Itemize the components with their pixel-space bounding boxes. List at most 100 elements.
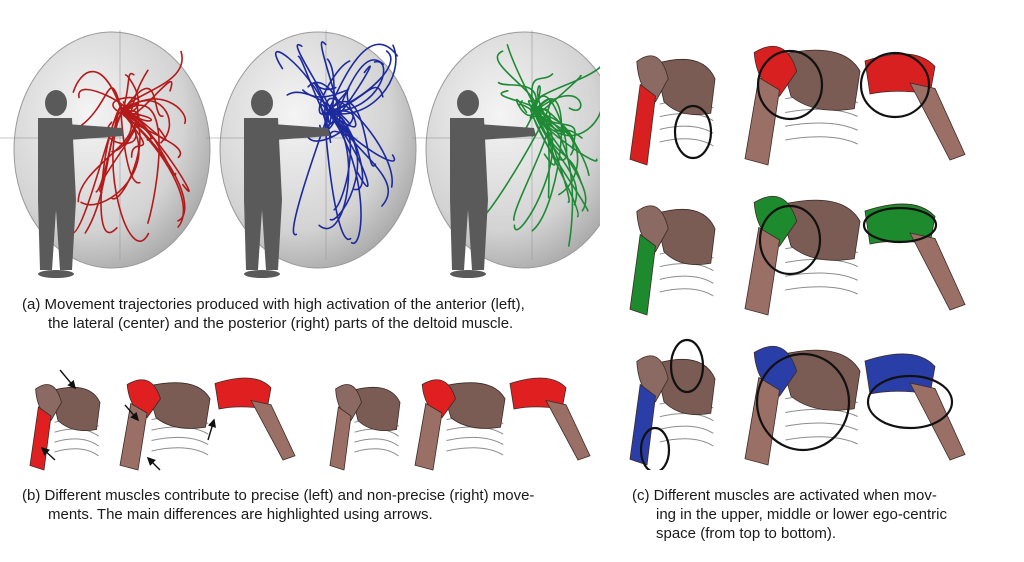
trajectory-path: [296, 43, 332, 113]
arrow-head: [146, 456, 156, 466]
rib: [785, 258, 858, 267]
chest-muscle: [146, 382, 211, 429]
egocentric-space-muscles: [629, 45, 966, 470]
muscle-illustration: [629, 205, 716, 316]
caption-a: (a) Movement trajectories produced with …: [22, 295, 525, 333]
upper-arm: [119, 402, 148, 471]
trajectory-path: [325, 65, 371, 127]
head: [45, 90, 67, 116]
upper-arm: [29, 406, 52, 471]
rib: [54, 448, 99, 457]
body: [244, 118, 282, 270]
panel-b: [0, 360, 600, 480]
chest-muscle: [655, 58, 716, 116]
trajectory-path: [327, 100, 377, 167]
trajectory-path: [531, 66, 600, 113]
caption-c-line-1: (c) Different muscles are activated when…: [632, 487, 937, 504]
trajectory-path: [99, 110, 140, 194]
trajectory-path: [527, 99, 565, 134]
trajectory-path: [313, 81, 337, 113]
highlight-circles: [673, 49, 931, 160]
trajectory-path: [84, 111, 123, 234]
muscle-illustration: [329, 384, 401, 471]
trajectory-path: [517, 100, 535, 113]
caption-c-line-3: space (from top to bottom).: [656, 525, 837, 542]
trajectory-path: [121, 104, 160, 224]
arm-illustration: [864, 53, 966, 161]
arm: [66, 124, 124, 140]
rib: [785, 136, 858, 145]
arrow-head: [208, 418, 216, 428]
rib: [446, 447, 504, 456]
person-silhouette: [450, 90, 536, 278]
person-silhouette: [38, 90, 124, 278]
rib: [659, 263, 714, 272]
highlight-arrows: [40, 369, 216, 471]
rib: [659, 275, 714, 284]
person-silhouette: [244, 90, 330, 278]
trajectory-path: [121, 111, 186, 222]
forearm: [250, 399, 296, 461]
highlight-circle: [673, 104, 713, 160]
rib: [354, 438, 399, 447]
trajectory-path: [327, 111, 359, 221]
upper-arm: [629, 83, 656, 166]
trajectory-path: [327, 111, 352, 211]
feet: [450, 270, 486, 278]
upper-arm: [744, 376, 780, 466]
muscle-illustration: [119, 379, 211, 471]
precise-vs-nonprecise-muscles: [29, 369, 591, 471]
muscle-illustration: [744, 45, 861, 166]
trajectory-path: [327, 59, 385, 125]
trajectories: [275, 41, 399, 244]
sphere-lateral: [206, 30, 417, 278]
trajectory-path: [326, 97, 393, 188]
arrow-head: [130, 411, 140, 422]
trajectory-path: [531, 73, 554, 113]
trajectory-path: [327, 111, 389, 207]
upper-arm: [629, 233, 656, 316]
rib: [54, 438, 99, 447]
arm: [272, 124, 330, 140]
shoulder-top: [864, 53, 936, 95]
trajectory-path: [533, 111, 574, 247]
caption-c-line-2: ing in the upper, middle or lower ego-ce…: [656, 506, 947, 523]
feet: [38, 270, 74, 278]
rib: [151, 436, 209, 445]
arm-illustration: [864, 203, 966, 311]
muscle-illustration: [414, 379, 506, 471]
caption-b-line-1: (b) Different muscles contribute to prec…: [22, 487, 535, 504]
trajectory-path: [533, 111, 583, 185]
trajectory-path: [121, 111, 190, 193]
caption-a-line-1: (a) Movement trajectories produced with …: [22, 296, 525, 313]
rib: [354, 448, 399, 457]
highlight-circle: [758, 204, 822, 276]
rib: [785, 122, 858, 131]
trajectory-path: [533, 110, 600, 137]
rib: [785, 108, 858, 117]
arm-illustration: [864, 353, 966, 461]
trajectory-path: [318, 60, 351, 115]
caption-b-line-2: ments. The main differences are highligh…: [48, 506, 433, 523]
shoulder-top: [864, 203, 936, 245]
rib: [659, 438, 714, 447]
chest-muscle: [779, 349, 861, 411]
rib: [151, 447, 209, 456]
forearm: [909, 82, 966, 161]
chest-muscle: [350, 386, 401, 432]
panel-a: [0, 0, 600, 290]
arm-illustration: [214, 377, 296, 461]
trajectory-path: [533, 95, 568, 161]
rib: [446, 436, 504, 445]
row-middle: [629, 195, 966, 316]
chest-muscle: [779, 49, 861, 111]
upper-arm: [629, 383, 656, 466]
upper-arm: [329, 406, 352, 471]
trajectory-path: [121, 111, 185, 228]
arrow-head: [67, 379, 77, 390]
rib: [785, 422, 858, 431]
rib: [785, 436, 858, 445]
rib: [659, 413, 714, 422]
highlight-circles: [758, 204, 938, 276]
highlight-circle: [859, 51, 931, 119]
